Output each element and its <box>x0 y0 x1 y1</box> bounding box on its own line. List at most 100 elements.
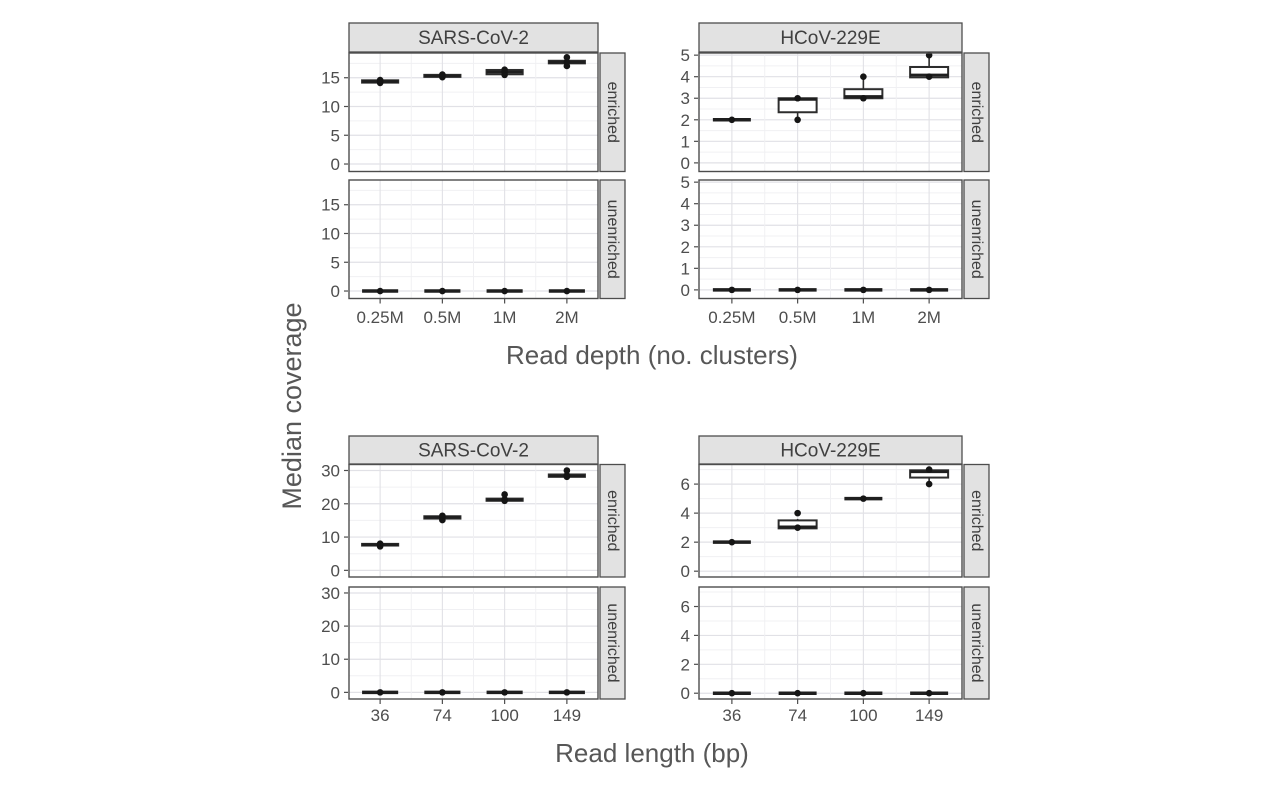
y-tick-label: 30 <box>321 584 340 603</box>
facet-strip-row-label: unenriched <box>604 603 621 682</box>
data-point <box>501 491 508 498</box>
data-point <box>860 94 867 102</box>
y-tick-label: 4 <box>681 626 690 645</box>
data-point <box>794 286 801 294</box>
y-tick-label: 10 <box>321 650 340 669</box>
panel-border <box>348 179 599 300</box>
figure-0: SARS-CoV-2 0 5 10 15 enriched 0 5 10 15 unenriched… <box>321 22 990 370</box>
data-point <box>501 66 508 73</box>
data-point <box>794 116 801 124</box>
x-tick-label: 100 <box>490 706 518 725</box>
y-tick-label: 3 <box>681 89 690 108</box>
facet-strip-row-label: enriched <box>968 490 985 551</box>
x-tick-label: 0.5M <box>423 308 461 327</box>
data-point <box>563 689 571 696</box>
facet-strip-label: HCoV-229E <box>780 441 880 462</box>
facet-strip-row-label: unenriched <box>604 200 621 279</box>
data-point <box>563 58 571 66</box>
data-point <box>728 689 736 697</box>
facet-strip-row-label: enriched <box>604 490 621 551</box>
data-point <box>439 689 446 696</box>
facet-strip-right <box>963 52 990 173</box>
data-point <box>563 287 571 295</box>
y-axis-title: Median coverage <box>277 302 307 509</box>
facet-strip-label: SARS-CoV-2 <box>418 28 529 49</box>
data-point <box>439 287 446 295</box>
data-point <box>439 512 446 520</box>
y-tick-label: 5 <box>331 126 340 145</box>
facet-strip-top <box>348 22 599 53</box>
y-tick-label: 30 <box>321 461 340 480</box>
data-point <box>376 689 384 696</box>
facet-strip-top <box>698 22 963 53</box>
y-tick-label: 0 <box>331 155 340 174</box>
y-tick-label: 15 <box>321 196 340 215</box>
x-tick-label: 74 <box>788 706 807 725</box>
y-tick-label: 0 <box>331 561 340 580</box>
panel-border <box>698 463 963 578</box>
figure-1: SARS-CoV-20102030enriched0102030unenrich… <box>321 435 990 768</box>
data-point <box>925 689 933 697</box>
y-tick-label: 10 <box>321 97 340 116</box>
facet-strip-top <box>698 435 963 465</box>
data-point <box>925 73 933 80</box>
x-tick-label: 0.25M <box>708 308 755 327</box>
panel-border <box>698 586 963 700</box>
data-point <box>728 286 736 294</box>
y-tick-label: 4 <box>681 504 690 523</box>
facet-strip-label: SARS-CoV-2 <box>418 441 529 462</box>
facet-strip-row-label: unenriched <box>968 603 985 682</box>
y-tick-label: 5 <box>681 46 690 65</box>
data-point <box>860 286 867 294</box>
data-point <box>860 689 867 697</box>
data-point <box>925 286 933 294</box>
y-tick-label: 0 <box>681 281 690 300</box>
facet-strip-right <box>963 586 990 700</box>
y-tick-label: 20 <box>321 495 340 514</box>
y-tick-label: 15 <box>321 69 340 88</box>
data-point <box>501 287 508 295</box>
data-point <box>501 496 508 503</box>
facet-strip-right <box>599 52 626 173</box>
data-point <box>925 466 933 473</box>
y-tick-label: 0 <box>681 154 690 173</box>
data-point <box>794 509 801 517</box>
data-point <box>376 287 384 295</box>
facet-strip-row-label: unenriched <box>968 200 985 279</box>
data-point <box>794 524 801 531</box>
y-tick-label: 3 <box>681 216 690 235</box>
panel-border <box>348 586 599 700</box>
y-tick-label: 0 <box>681 684 690 703</box>
x-tick-label: 2M <box>555 308 579 327</box>
panel-border <box>698 52 963 173</box>
y-tick-label: 0 <box>331 282 340 301</box>
x-tick-label: 36 <box>371 706 390 725</box>
y-tick-label: 2 <box>681 533 690 552</box>
x-tick-label: 0.5M <box>779 308 817 327</box>
data-point <box>563 467 571 474</box>
y-tick-label: 6 <box>681 475 690 494</box>
y-tick-label: 0 <box>681 562 690 581</box>
x-tick-label: 36 <box>722 706 741 725</box>
x-axis-title: Read length (bp) <box>555 738 749 768</box>
x-tick-label: 1M <box>493 308 517 327</box>
data-point <box>563 54 571 61</box>
data-point <box>728 538 736 546</box>
y-tick-label: 4 <box>681 68 690 87</box>
panel-border <box>348 463 599 578</box>
facet-strip-right <box>599 179 626 300</box>
x-tick-label: 149 <box>915 706 943 725</box>
y-tick-label: 6 <box>681 598 690 617</box>
y-tick-label: 5 <box>331 253 340 272</box>
y-tick-label: 20 <box>321 617 340 636</box>
data-point <box>563 471 571 479</box>
y-tick-label: 10 <box>321 224 340 243</box>
data-point <box>860 73 867 80</box>
facet-strip-right <box>599 463 626 578</box>
data-point <box>794 689 801 697</box>
data-point <box>794 94 801 102</box>
facet-strip-row-label: enriched <box>604 82 621 143</box>
x-tick-label: 100 <box>849 706 877 725</box>
y-tick-label: 10 <box>321 528 340 547</box>
